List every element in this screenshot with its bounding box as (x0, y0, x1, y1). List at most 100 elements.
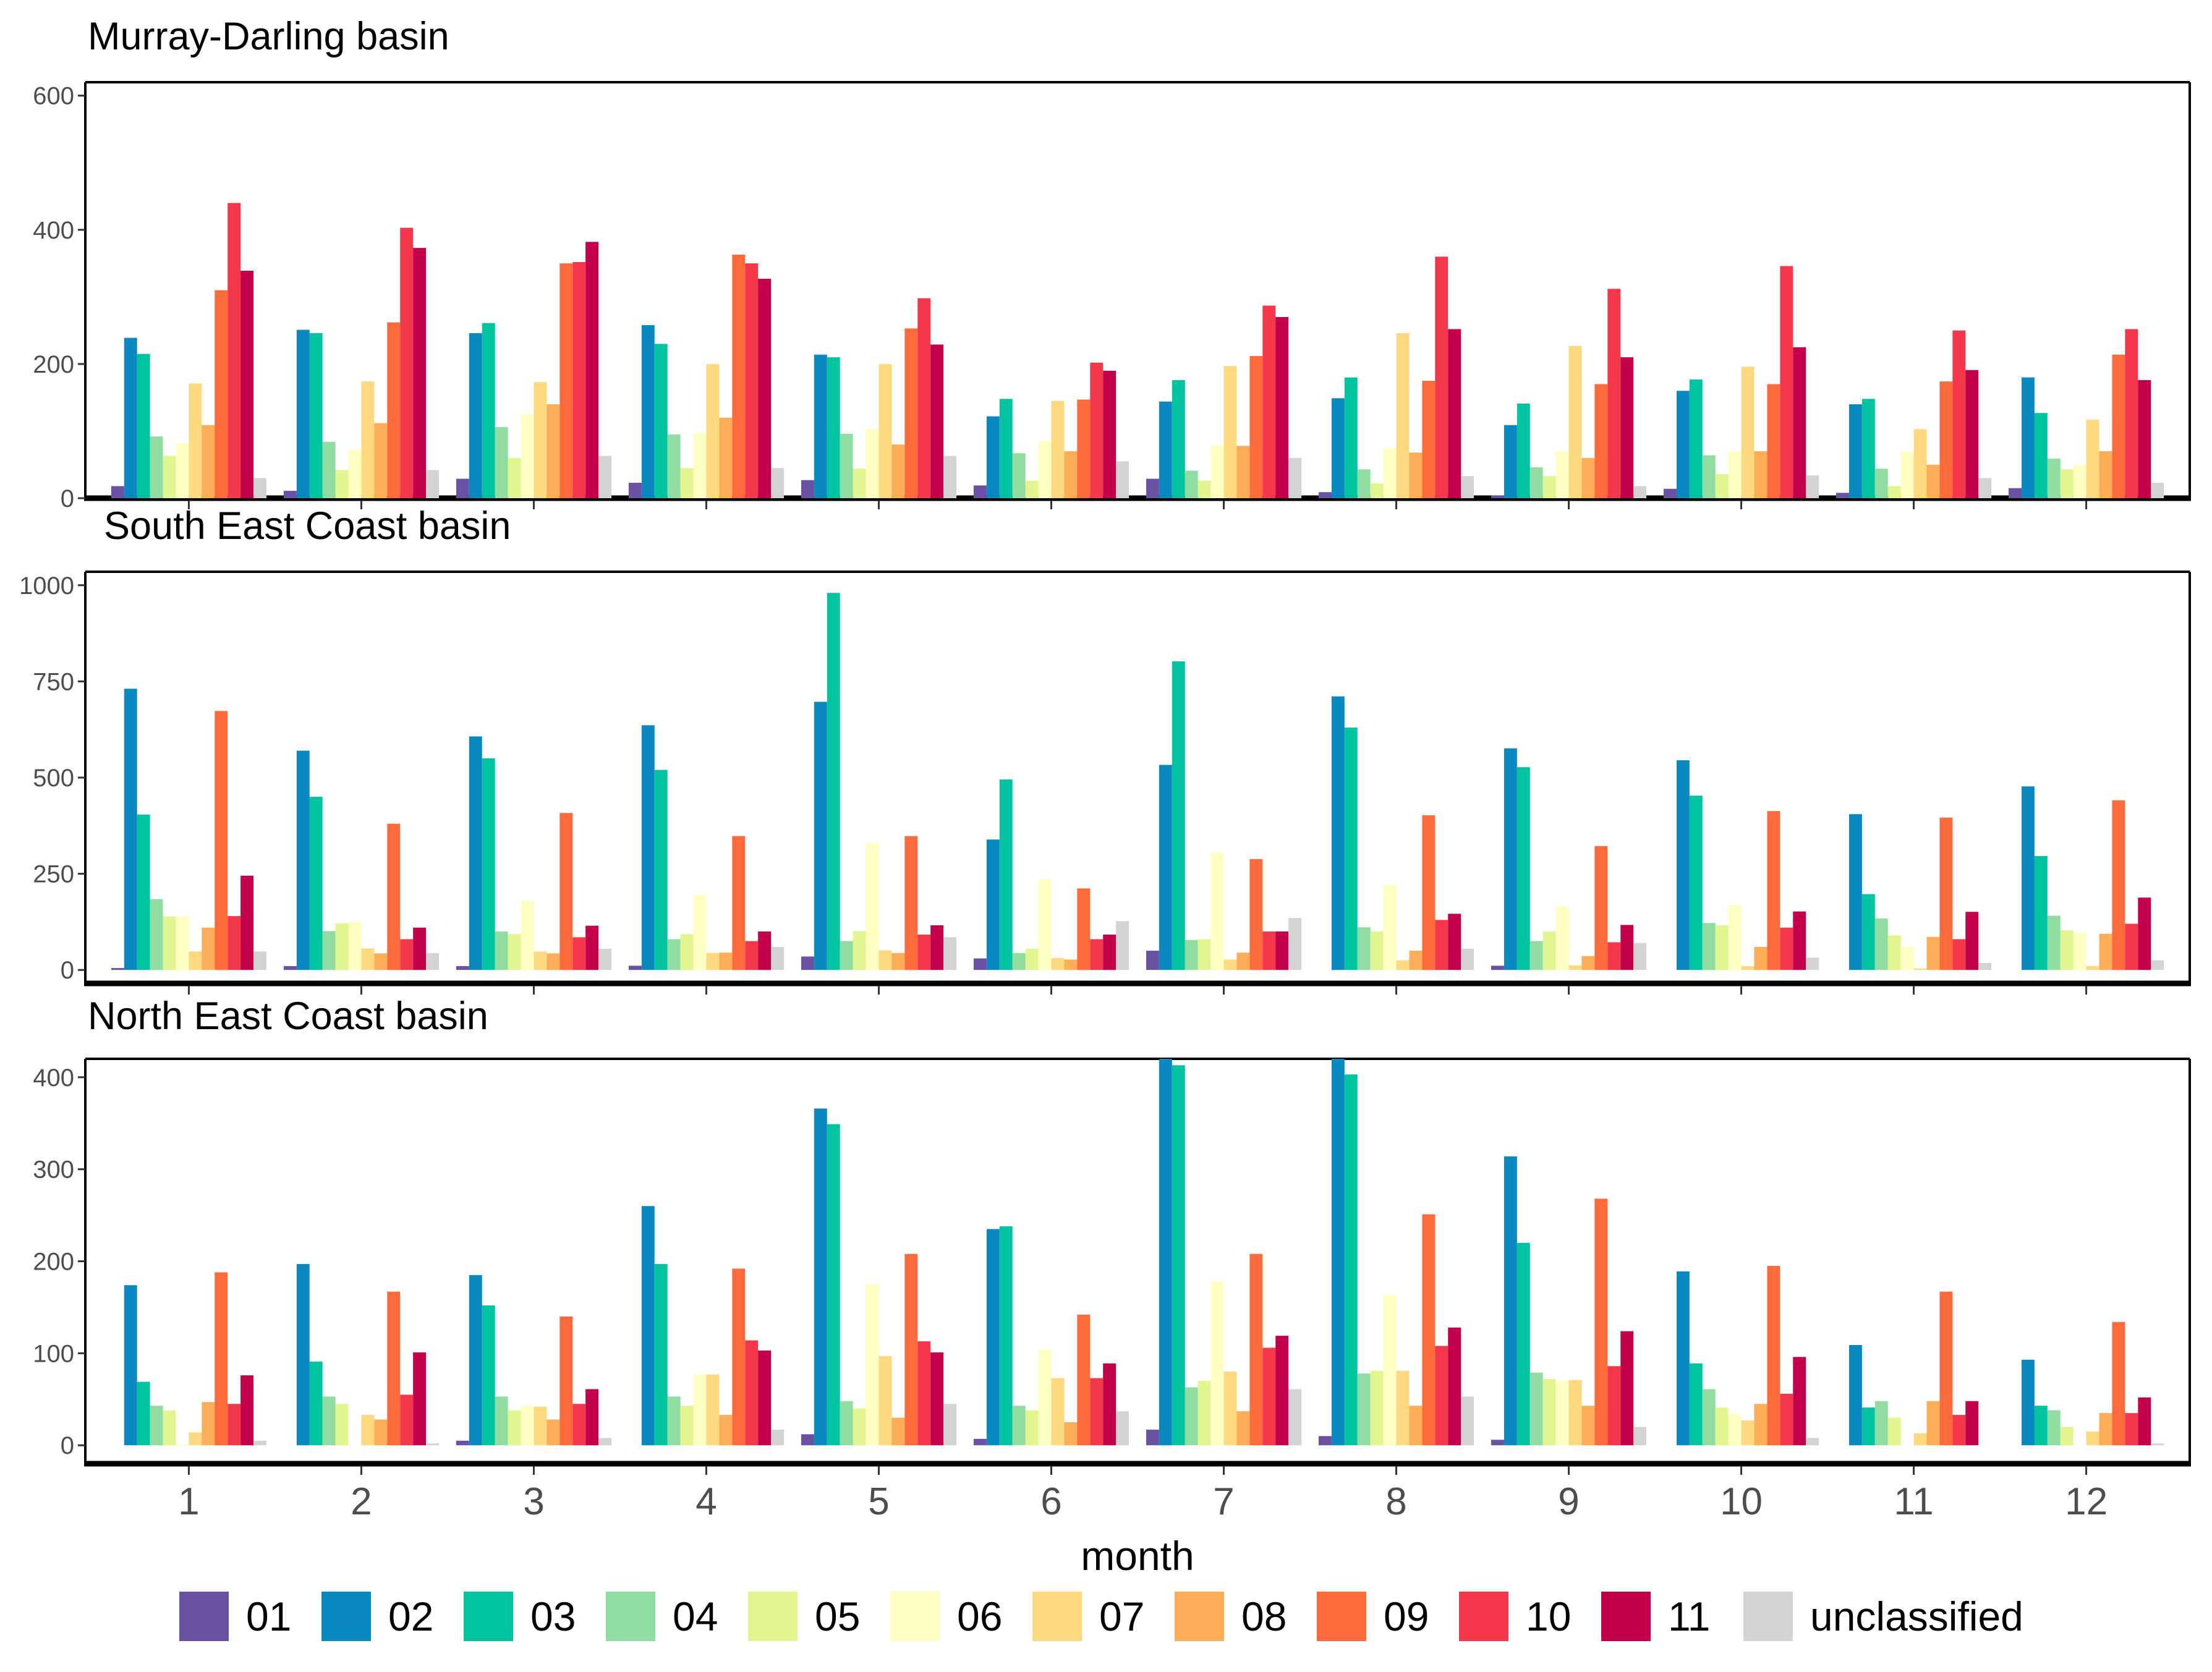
bar-05-month-10 (1715, 1407, 1729, 1446)
bar-06-month-8 (1383, 448, 1397, 498)
bar-unclassified-month-4 (771, 946, 785, 970)
bar-unclassified-month-5 (943, 456, 957, 498)
y-tick-label: 0 (61, 485, 74, 512)
bar-07-month-5 (878, 950, 892, 970)
bar-07-month-7 (1223, 1372, 1237, 1446)
bar-10-month-9 (1607, 1366, 1621, 1446)
bar-05-month-3 (508, 934, 521, 970)
bar-unclassified-month-1 (253, 951, 266, 970)
bar-01-month-5 (801, 956, 814, 970)
legend-label: 02 (388, 1593, 433, 1639)
bar-unclassified-month-3 (598, 1438, 611, 1446)
bar-05-month-5 (853, 931, 866, 970)
bar-05-month-10 (1715, 473, 1729, 498)
x-axis-title: month (1081, 1533, 1194, 1579)
bar-09-month-2 (387, 823, 401, 970)
bar-04-month-4 (667, 939, 681, 970)
bar-03-month-8 (1344, 1074, 1358, 1446)
bar-08-month-11 (1926, 464, 1940, 498)
bar-03-month-8 (1344, 377, 1358, 498)
bar-07-month-7 (1223, 366, 1237, 498)
bar-02-month-9 (1504, 748, 1517, 970)
bar-unclassified-month-11 (1978, 963, 1992, 970)
bar-04-month-12 (2047, 1410, 2061, 1446)
bar-08-month-2 (374, 953, 388, 970)
bar-09-month-6 (1077, 1314, 1091, 1446)
bar-02-month-11 (1848, 814, 1862, 970)
bar-07-month-8 (1396, 333, 1410, 498)
bar-09-month-7 (1249, 355, 1263, 498)
bar-09-month-10 (1767, 811, 1780, 970)
bar-11-month-10 (1793, 347, 1806, 498)
bar-08-month-12 (2099, 933, 2112, 970)
legend-label: 09 (1384, 1593, 1429, 1639)
bar-10-month-12 (2125, 329, 2138, 498)
bar-07-month-6 (1051, 957, 1065, 970)
bar-05-month-2 (335, 470, 349, 498)
bar-unclassified-month-5 (943, 937, 957, 970)
bar-05-month-10 (1715, 925, 1729, 970)
bar-05-month-7 (1197, 480, 1211, 498)
bar-06-month-8 (1383, 885, 1397, 970)
bar-06-month-5 (866, 429, 879, 498)
bar-03-month-12 (2034, 1406, 2048, 1446)
bar-07-month-6 (1051, 401, 1065, 498)
bar-11-month-9 (1620, 925, 1634, 970)
legend-swatch (748, 1592, 798, 1641)
bar-03-month-7 (1172, 661, 1185, 970)
bar-02-month-7 (1159, 1059, 1172, 1446)
bar-06-month-10 (1728, 905, 1742, 970)
bar-11-month-12 (2138, 898, 2151, 970)
bar-08-month-5 (891, 1417, 905, 1446)
panel-title: North East Coast basin (88, 995, 488, 1038)
bar-07-month-9 (1568, 346, 1582, 498)
bar-07-month-4 (706, 953, 720, 970)
bar-08-month-1 (202, 425, 215, 498)
legend-label: 04 (673, 1593, 718, 1639)
bar-02-month-6 (986, 1229, 1000, 1446)
bar-11-month-3 (585, 925, 599, 970)
bar-03-month-9 (1516, 767, 1530, 970)
bar-06-month-5 (866, 1284, 879, 1446)
bar-05-month-6 (1025, 948, 1039, 970)
x-tick-label: 5 (868, 1480, 889, 1523)
bar-09-month-2 (387, 1291, 401, 1446)
bar-11-month-2 (413, 248, 427, 498)
bar-unclassified-month-12 (2151, 1443, 2164, 1446)
bar-01-month-2 (283, 491, 297, 498)
bar-03-month-2 (309, 797, 323, 970)
bar-04-month-7 (1185, 1387, 1198, 1446)
bar-04-month-6 (1012, 953, 1026, 970)
bar-05-month-2 (335, 923, 349, 970)
bar-09-month-1 (215, 1272, 228, 1446)
bar-10-month-6 (1090, 939, 1104, 970)
bar-01-month-9 (1491, 1440, 1504, 1446)
bar-unclassified-month-10 (1806, 1438, 1819, 1446)
bar-07-month-5 (878, 1356, 892, 1446)
x-tick-label: 6 (1040, 1480, 1061, 1523)
bar-11-month-9 (1620, 1331, 1634, 1446)
bar-10-month-3 (572, 261, 586, 498)
legend-label: 06 (957, 1593, 1002, 1639)
bar-04-month-1 (150, 436, 163, 498)
bar-06-month-10 (1728, 451, 1742, 498)
bar-09-month-11 (1939, 817, 1953, 970)
bars (124, 1059, 2164, 1446)
bar-10-month-4 (745, 263, 759, 498)
bar-06-month-3 (521, 1406, 534, 1446)
bar-10-month-3 (572, 1404, 586, 1446)
bar-07-month-9 (1568, 965, 1582, 970)
bar-unclassified-month-8 (1461, 1396, 1474, 1446)
bar-unclassified-month-4 (771, 468, 785, 498)
bar-08-month-3 (547, 404, 560, 498)
bar-04-month-2 (322, 1396, 336, 1446)
bar-10-month-7 (1262, 1347, 1276, 1446)
legend-item-04: 04 (606, 1592, 718, 1641)
bar-02-month-5 (814, 702, 827, 970)
bar-03-month-12 (2034, 855, 2048, 970)
bar-10-month-1 (228, 916, 241, 970)
y-tick-label: 0 (61, 957, 74, 984)
bar-08-month-12 (2099, 451, 2112, 498)
bar-09-month-4 (732, 836, 746, 970)
bar-10-month-2 (400, 1394, 414, 1446)
